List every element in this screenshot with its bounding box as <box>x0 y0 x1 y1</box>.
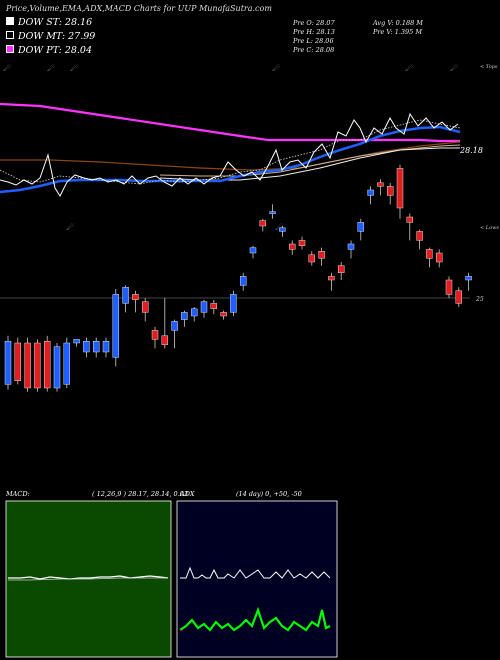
candle-body <box>426 249 433 259</box>
candle-body <box>416 231 423 241</box>
candle-body <box>132 294 139 300</box>
macd-signal-line <box>8 577 168 581</box>
candlestick-series <box>4 164 472 392</box>
macd-params: ( 12,26,9 ) 28.17, 28.14, 0.03 <box>92 490 188 498</box>
low-marker: ☄ <box>66 222 74 232</box>
legend-label-st: DOW ST: 28.16 <box>18 17 93 28</box>
black-dotted-line <box>0 119 461 185</box>
candle-body <box>279 227 286 232</box>
candle-body <box>92 341 100 353</box>
candle-body <box>259 220 266 227</box>
candle-body <box>4 341 12 385</box>
candle-body <box>102 341 110 353</box>
legend-dow-mt: DOW MT: 27.99 <box>6 31 95 42</box>
legend-dow-pt: DOW PT: 28.04 <box>6 45 92 56</box>
pink-ema-line <box>0 102 460 143</box>
brown-long-line <box>0 141 461 171</box>
adx-plus-line <box>180 566 331 579</box>
candle-body <box>24 342 31 389</box>
legend-swatch-pt <box>6 45 14 53</box>
candle-body <box>190 308 198 317</box>
candle-body <box>44 341 51 389</box>
ema-price-label: 28.18 <box>459 146 483 155</box>
candle-body <box>141 301 149 313</box>
price-level-label: 25 <box>475 296 484 303</box>
lows-label: < Lows <box>480 225 499 231</box>
legend-swatch-mt <box>6 31 14 39</box>
adx-label: ADX <box>179 490 195 498</box>
top-marker: ☄ <box>405 63 413 73</box>
white-price-line <box>0 112 459 198</box>
candle-body <box>367 189 374 196</box>
info-pre-close: Pre C: 28.08 <box>293 46 335 54</box>
candle-body <box>200 301 208 313</box>
candle-body <box>230 294 237 313</box>
macd-line <box>8 575 169 580</box>
candle-body <box>83 341 90 353</box>
tops-label: < Tops <box>480 64 498 70</box>
candle-body <box>249 247 257 254</box>
legend-label-mt: DOW MT: 27.99 <box>18 31 96 42</box>
blue-ema-line <box>0 125 461 194</box>
chart-title: Price,Volume,EMA,ADX,MACD Charts for UUP… <box>6 4 272 13</box>
candle-body <box>171 321 178 331</box>
tan-line <box>159 144 461 177</box>
candle-body <box>298 240 306 246</box>
adx-minus-line <box>179 606 331 632</box>
top-marker: ☄ <box>272 63 280 73</box>
adx-params: (14 day) 0, +50, -50 <box>236 490 302 498</box>
candle-body <box>269 211 276 214</box>
candle-body <box>357 222 364 232</box>
candle-body <box>406 216 413 223</box>
info-pre-open: Pre O: 28.07 <box>293 19 335 27</box>
adx-panel <box>176 500 338 658</box>
candle-body <box>239 276 247 286</box>
candle-body <box>387 186 394 196</box>
top-marker: ☄ <box>450 63 458 73</box>
candle-body <box>53 346 61 389</box>
candle-body <box>220 312 227 317</box>
info-pre-low: Pre L: 28.06 <box>293 37 334 45</box>
candle-body <box>14 342 22 381</box>
ema-lines <box>0 102 461 198</box>
info-pre-volume: Pre V: 1.395 M <box>373 28 423 36</box>
candle-body <box>122 287 129 304</box>
candle-body <box>112 294 120 358</box>
candle-body <box>465 276 472 281</box>
top-marker: ☄ <box>70 63 78 73</box>
candle-body <box>308 254 315 263</box>
tops-markers: ☄ ☄ ☄ ☄ ☄ ☄ <box>3 63 458 73</box>
candle-body <box>347 243 355 250</box>
info-pre-high: Pre H: 28.13 <box>293 28 335 36</box>
legend-dow-st: DOW ST: 28.16 <box>6 17 92 28</box>
candle-body <box>338 265 345 274</box>
candle-body <box>289 243 296 250</box>
legend-label-pt: DOW PT: 28.04 <box>18 45 92 56</box>
legend-swatch-st <box>6 17 14 25</box>
candle-body <box>63 342 70 385</box>
macd-label: MACD: <box>5 490 30 498</box>
candle-body <box>161 335 169 345</box>
lows-markers: ☄ ☄ <box>66 222 283 232</box>
candle-body <box>445 279 453 295</box>
candle-body <box>73 339 80 344</box>
candle-body <box>210 303 218 309</box>
candle-body <box>377 182 384 187</box>
candle-body <box>328 276 335 281</box>
candle-body <box>34 342 41 389</box>
candle-body <box>455 290 462 304</box>
top-marker: ☄ <box>47 63 55 73</box>
top-marker: ☄ <box>3 63 11 73</box>
candle-body <box>151 330 159 340</box>
candle-body <box>181 312 188 320</box>
low-marker: ☄ <box>275 222 283 232</box>
candle-body <box>318 250 325 259</box>
candle-body <box>436 252 443 263</box>
candle-body <box>396 168 404 209</box>
info-avg-volume: Avg V: 0.188 M <box>373 19 423 27</box>
